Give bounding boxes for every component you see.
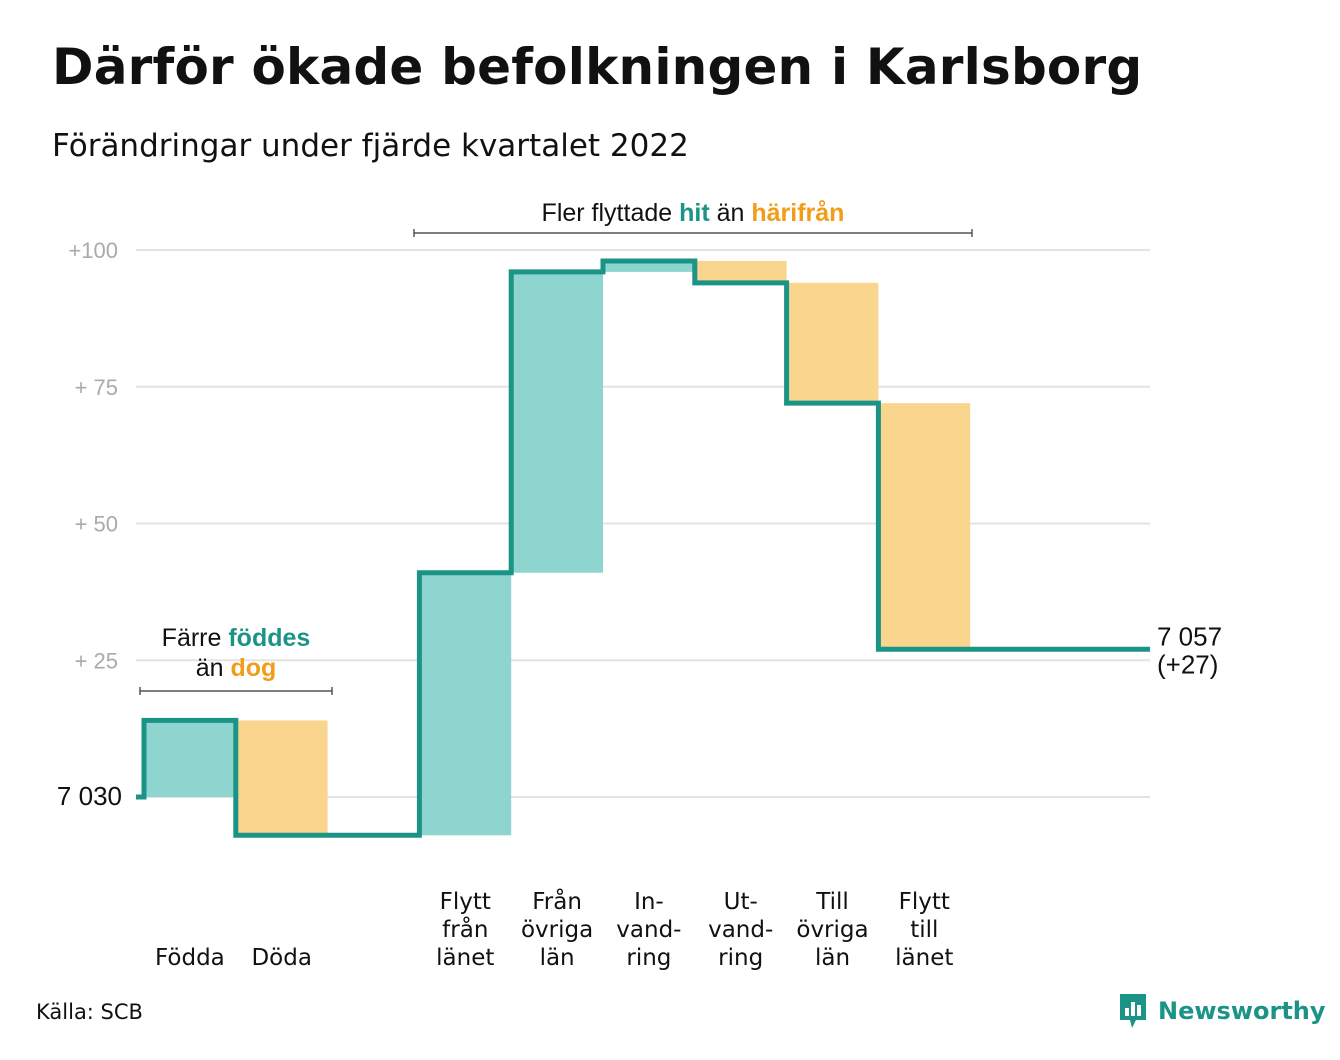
- annotation-segment: dog: [230, 654, 276, 682]
- running-total-line: [136, 258, 1150, 838]
- waterfall-bar: [144, 720, 236, 797]
- logo-text: Newsworthy: [1158, 997, 1326, 1025]
- annotation-births-line2: än dog: [196, 654, 277, 682]
- category-label: ring: [718, 945, 763, 971]
- category-label: vand-: [708, 917, 773, 943]
- annotation-births-line1: Färre föddes: [162, 624, 311, 652]
- bar-chart-speech-icon: [1120, 994, 1146, 1028]
- category-label: länet: [895, 945, 953, 971]
- annotation-segment: än: [196, 654, 231, 682]
- category-label: Ut-: [724, 889, 758, 915]
- category-label: Döda: [251, 945, 311, 971]
- y-tick-label: + 75: [75, 375, 118, 400]
- category-label: till: [910, 917, 938, 943]
- start-value-label: 7 030: [57, 781, 122, 811]
- waterfall-bar: [419, 572, 512, 836]
- waterfall-bar: [235, 720, 328, 836]
- category-label: länet: [436, 945, 494, 971]
- category-label: övriga: [521, 917, 593, 943]
- category-label: Flytt: [440, 889, 491, 915]
- waterfall-bar: [878, 403, 971, 650]
- category-label: ring: [626, 945, 671, 971]
- waterfall-bar: [694, 260, 787, 283]
- annotation-segment: än: [710, 199, 752, 227]
- annotation-migration-line: Fler flyttade hit än härifrån: [542, 199, 845, 227]
- end-value-label: 7 057: [1157, 621, 1222, 651]
- category-label: In-: [634, 889, 664, 915]
- source-note: Källa: SCB: [36, 1000, 143, 1024]
- category-label: Till: [815, 889, 849, 915]
- y-tick-label: + 50: [75, 512, 118, 537]
- annotation-segment: hit: [679, 199, 710, 227]
- chart-subtitle: Förändringar under fjärde kvartalet 2022: [52, 128, 689, 164]
- annotation-segment: härifrån: [751, 199, 844, 227]
- category-label: län: [540, 945, 575, 971]
- annotation-segment: Fler flyttade: [542, 199, 680, 227]
- category-label: län: [815, 945, 850, 971]
- newsworthy-logo: Newsworthy: [1118, 992, 1326, 1030]
- chart-title: Därför ökade befolkningen i Karlsborg: [52, 38, 1143, 96]
- waterfall-bar: [786, 282, 879, 404]
- category-label: Från: [532, 887, 582, 915]
- category-label: övriga: [796, 917, 868, 943]
- end-change-label: (+27): [1157, 649, 1218, 679]
- y-tick-label: + 25: [75, 648, 118, 673]
- annotation-segment: föddes: [228, 624, 310, 652]
- y-tick-label: +100: [68, 238, 118, 263]
- category-label: Flytt: [899, 889, 950, 915]
- waterfall-bar: [603, 260, 695, 272]
- category-label: från: [442, 915, 488, 943]
- category-label: Födda: [155, 945, 225, 971]
- waterfall-bar: [511, 271, 603, 573]
- annotation-segment: Färre: [162, 624, 229, 652]
- category-label: vand-: [616, 917, 681, 943]
